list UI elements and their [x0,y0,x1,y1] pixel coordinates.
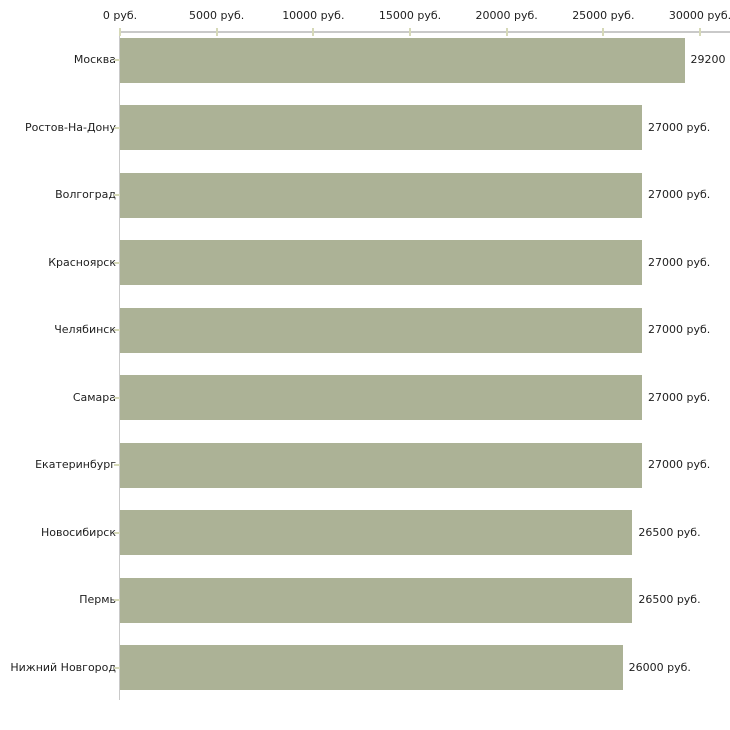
bar [120,240,642,285]
category-label: Ростов-На-Дону [24,120,116,134]
x-axis-tick [602,28,605,36]
x-axis-tick-label: 5000 руб. [189,9,245,22]
bar [120,510,633,555]
x-axis-tick [699,28,701,36]
x-axis-tick-label: 25000 руб. [572,9,635,22]
category-label: Самара [72,390,116,404]
y-axis-tick [114,531,120,534]
y-axis-tick [114,396,120,399]
y-axis-tick [114,666,120,669]
y-axis-line [119,31,120,700]
category-label: Москва [73,53,116,66]
value-label: 27000 руб. [648,458,711,471]
value-label: 26000 руб. [628,660,691,674]
value-label: 27000 руб. [648,323,711,336]
value-label: 27000 руб. [648,120,711,134]
x-axis-tick-label: 20000 руб. [475,9,538,22]
y-axis-tick [114,126,120,129]
bar [120,172,642,218]
x-axis-tick-label: 10000 руб. [282,9,345,22]
category-label: Челябинск [54,323,116,336]
x-axis-tick [409,28,411,36]
x-axis-tick [215,28,218,36]
value-label: 27000 руб. [648,255,711,269]
category-label: Екатеринбург [35,458,116,471]
value-label: 27000 руб. [648,390,711,404]
value-label: 27000 руб. [648,188,711,201]
category-label: Красноярск [48,255,116,269]
value-label: 26500 руб. [638,593,701,606]
bar [120,442,642,488]
category-label: Волгоград [55,188,116,201]
y-axis-tick [114,59,120,61]
bar [120,375,642,420]
x-axis-line [119,31,730,33]
x-axis-tick [505,28,508,36]
x-axis-tick-label: 30000 руб. [668,9,730,22]
category-label: Новосибирск [40,525,116,539]
x-axis-tick-label: 0 руб. [102,9,138,22]
category-label: Пермь [79,593,116,606]
value-label: 26500 руб. [638,525,701,539]
bar [120,307,642,353]
y-axis-tick [114,464,120,466]
x-axis-tick [312,28,315,36]
y-axis-tick [114,329,120,331]
y-axis-tick [114,261,120,264]
bar [120,645,623,690]
category-label: Нижний Новгород [10,660,116,674]
bar [120,105,642,150]
y-axis-tick [114,599,120,601]
bar [120,577,633,623]
value-label: 29200 руб. [690,53,730,66]
y-axis-tick [114,194,120,196]
x-axis-tick-label: 15000 руб. [378,9,442,22]
x-axis-tick [119,28,121,36]
bar [120,37,685,83]
